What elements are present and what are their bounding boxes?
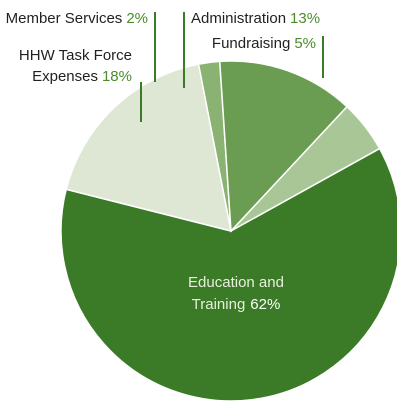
- label-education-line1: Education and: [188, 274, 284, 291]
- label-hhw-task-force-line1: HHW Task Force: [19, 47, 132, 64]
- label-hhw-task-force-pct: 18%: [102, 68, 132, 85]
- label-education-name2: Training: [192, 296, 246, 313]
- pie-slice-education-and-training: [60, 147, 397, 402]
- label-member-services-pct: 2%: [126, 10, 148, 27]
- label-administration: Administration 13%: [191, 10, 320, 27]
- pie-slice-hhw-task-force-expenses: [65, 63, 232, 233]
- label-member-services-name: Member Services: [6, 10, 123, 27]
- pie-slices: [60, 60, 397, 402]
- label-fundraising-pct: 5%: [294, 35, 316, 52]
- pie-slice-administration: [218, 60, 349, 233]
- label-hhw-task-force-name2: Expenses: [32, 68, 98, 85]
- label-education-line2: Training 62%: [192, 296, 281, 313]
- label-fundraising: Fundraising 5%: [212, 35, 316, 52]
- label-administration-pct: 13%: [290, 10, 320, 27]
- label-hhw-task-force-line2: Expenses 18%: [32, 68, 132, 85]
- label-member-services: Member Services 2%: [6, 10, 148, 27]
- label-education-pct: 62%: [250, 296, 280, 313]
- label-fundraising-name: Fundraising: [212, 35, 290, 52]
- label-administration-name: Administration: [191, 10, 286, 27]
